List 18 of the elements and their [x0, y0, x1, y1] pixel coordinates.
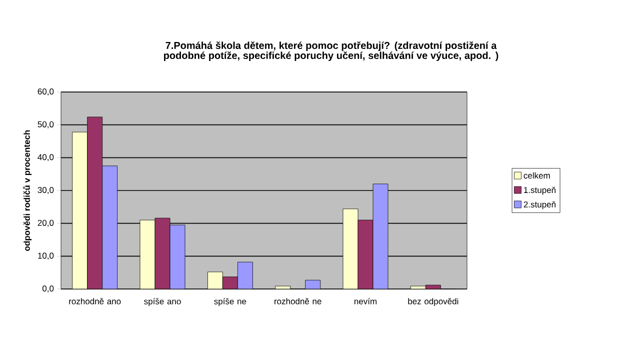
legend-label: celkem: [524, 172, 550, 179]
y-tick-label: 10,0: [38, 252, 54, 260]
x-tick-label: nevím: [354, 298, 377, 304]
legend-label: 2.stupeň: [524, 201, 556, 210]
x-tick-label: rozhodně ano: [69, 298, 121, 304]
x-tick-label: spíše ne: [214, 298, 246, 306]
y-tick-label: 40,0: [38, 154, 54, 162]
y-tick-label: 0,0: [42, 285, 54, 293]
chart-title: 7.Pomáhá škola dětem, které pomoc potřebují? (zdravotní postižení a podobné potíže, specifické poruchy učení, selhávání ve výuce, apod. ): [164, 41, 498, 61]
y-tick-label: 20,0: [38, 220, 54, 227]
y-tick-label: 50,0: [38, 121, 54, 128]
x-tick-label: spíše ano: [144, 298, 181, 306]
y-tick-label: 30,0: [38, 186, 54, 194]
x-tick-label: rozhodně ne: [274, 298, 322, 304]
y-axis-title: odpovědi rodičů v procentech: [22, 130, 32, 251]
legend-label: 1.stupeň: [524, 186, 556, 195]
x-tick-label: bez odpovědi: [408, 298, 458, 306]
y-tick-label: 60,0: [38, 88, 54, 96]
